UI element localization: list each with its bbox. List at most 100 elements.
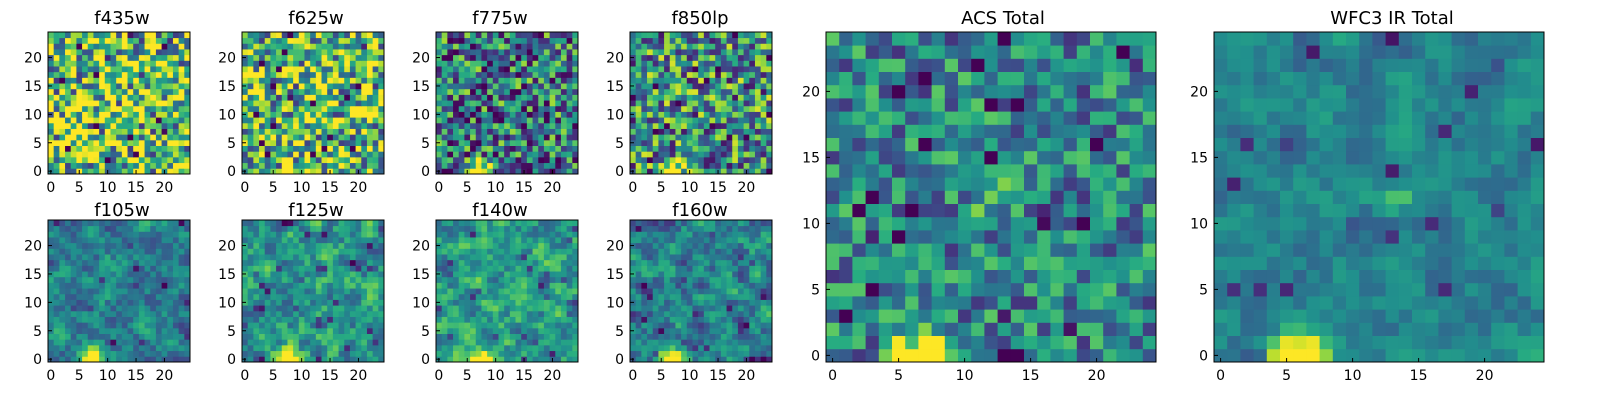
heatmap-cell: [737, 356, 744, 363]
heatmap-cell: [681, 151, 688, 158]
heatmap-cell: [338, 32, 345, 39]
heatmap-cell: [543, 299, 550, 306]
heatmap-cell: [372, 88, 379, 95]
heatmap-cell: [515, 117, 522, 124]
y-tick-label: 10: [218, 107, 236, 123]
heatmap-cell: [276, 128, 283, 135]
heatmap-cell: [532, 293, 539, 300]
heatmap-cell: [338, 151, 345, 158]
heatmap-cell: [572, 117, 579, 124]
heatmap-cell: [167, 322, 174, 329]
heatmap-cell: [658, 293, 665, 300]
heatmap-cell: [658, 60, 665, 67]
heatmap-cell: [144, 139, 151, 146]
heatmap-cell: [726, 60, 733, 67]
heatmap-cell: [378, 162, 385, 169]
heatmap-cell: [48, 225, 55, 232]
heatmap-cell: [720, 105, 727, 112]
heatmap-cell: [635, 60, 642, 67]
heatmap-cell: [321, 37, 328, 44]
heatmap-cell: [378, 225, 385, 232]
heatmap-cell: [70, 327, 77, 334]
heatmap-cell: [304, 356, 311, 363]
heatmap-cell: [53, 356, 60, 363]
heatmap-cell: [76, 145, 83, 152]
heatmap-cell: [99, 356, 106, 363]
heatmap-cell: [321, 265, 328, 272]
heatmap-cell: [321, 128, 328, 135]
heatmap-cell: [766, 322, 773, 329]
heatmap-cell: [150, 128, 157, 135]
heatmap-cell: [247, 60, 254, 67]
heatmap-cell: [560, 145, 568, 152]
heatmap-cell: [526, 151, 533, 158]
heatmap-cell: [475, 288, 482, 295]
heatmap-cell: [521, 231, 528, 238]
heatmap-cell: [293, 310, 300, 317]
heatmap-cell: [366, 310, 374, 317]
heatmap-cell: [99, 168, 106, 175]
heatmap-cell: [93, 43, 100, 50]
heatmap-cell: [549, 327, 556, 334]
heatmap-cell: [475, 43, 482, 50]
heatmap-cell: [481, 265, 488, 272]
heatmap-cell: [138, 248, 145, 255]
heatmap-cell: [498, 100, 505, 107]
heatmap-cell: [121, 77, 128, 84]
heatmap-cell: [464, 310, 471, 317]
heatmap-cell: [349, 43, 356, 50]
heatmap-cell: [315, 265, 322, 272]
heatmap-cell: [509, 271, 516, 278]
heatmap-cell: [104, 32, 111, 39]
heatmap-cell: [703, 333, 710, 340]
heatmap-cell: [264, 231, 271, 238]
heatmap-cell: [521, 54, 528, 61]
heatmap-cell: [349, 105, 356, 112]
heatmap-cell: [447, 60, 454, 67]
x-tick-label: 10: [681, 180, 699, 196]
heatmap-cell: [315, 83, 322, 90]
heatmap-cell: [259, 322, 266, 329]
heatmap-cell: [87, 32, 94, 39]
heatmap-cell: [509, 322, 516, 329]
heatmap-cell: [492, 37, 499, 44]
heatmap-cell: [93, 265, 100, 272]
heatmap-cell: [453, 265, 460, 272]
heatmap-cell: [436, 316, 443, 323]
heatmap-cell: [48, 259, 55, 266]
heatmap-cell: [692, 299, 699, 306]
heatmap-cell: [378, 100, 385, 107]
heatmap-cell: [521, 128, 528, 135]
heatmap-cell: [703, 43, 710, 50]
heatmap-cell: [447, 128, 454, 135]
heatmap-cell: [538, 288, 545, 295]
heatmap-cell: [749, 271, 756, 278]
heatmap-cell: [70, 288, 77, 295]
heatmap-cell: [509, 282, 516, 289]
heatmap-cell: [93, 77, 100, 84]
heatmap-cell: [726, 49, 733, 56]
heatmap-cell: [498, 168, 505, 175]
heatmap-cell: [436, 231, 443, 238]
heatmap-cell: [681, 333, 688, 340]
heatmap-cell: [276, 333, 283, 340]
heatmap-cell: [481, 322, 488, 329]
heatmap-cell: [470, 117, 477, 124]
heatmap-cell: [543, 139, 550, 146]
heatmap-cell: [481, 254, 488, 261]
heatmap-cell: [498, 83, 505, 90]
heatmap-cell: [65, 265, 72, 272]
heatmap-cell: [487, 271, 494, 278]
heatmap-cell: [247, 43, 254, 50]
heatmap-cell: [481, 151, 488, 158]
heatmap-cell: [647, 282, 654, 289]
heatmap-cell: [127, 322, 134, 329]
heatmap-cell: [310, 259, 317, 266]
heatmap-cell: [121, 139, 128, 146]
y-tick-label: 10: [24, 295, 42, 311]
heatmap-cell: [321, 88, 328, 95]
heatmap-cell: [304, 333, 311, 340]
heatmap-cell: [698, 60, 705, 67]
heatmap-cell: [138, 356, 145, 363]
